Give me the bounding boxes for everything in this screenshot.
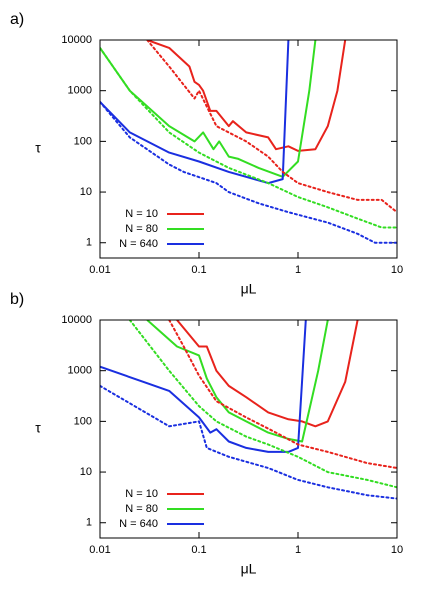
x-tick-label: 1 xyxy=(295,264,301,276)
y-axis-label: τ xyxy=(35,140,41,156)
y-axis-label: τ xyxy=(35,420,41,436)
x-tick-label: 10 xyxy=(391,544,403,556)
x-tick-label: 0.01 xyxy=(89,544,110,556)
x-tick-label: 0.01 xyxy=(89,264,110,276)
panel-label: a) xyxy=(10,11,24,28)
legend-label: N = 80 xyxy=(125,223,158,235)
y-tick-label: 10 xyxy=(80,466,92,478)
y-tick-label: 1 xyxy=(86,237,92,249)
legend-label: N = 80 xyxy=(125,503,158,515)
y-tick-label: 1 xyxy=(86,517,92,529)
legend: N = 10 N = 80 N = 640 xyxy=(119,208,204,250)
panel-label: b) xyxy=(10,291,24,308)
y-tick-label: 10000 xyxy=(61,34,92,46)
y-tick-label: 1000 xyxy=(68,85,92,97)
series-line xyxy=(100,40,290,185)
y-tick-label: 100 xyxy=(74,415,92,427)
dotted-line xyxy=(146,40,397,214)
legend-label: N = 10 xyxy=(125,488,158,500)
x-tick-label: 0.1 xyxy=(191,264,206,276)
x-tick-label: 10 xyxy=(391,264,403,276)
series-line xyxy=(100,40,317,178)
plot-frame xyxy=(99,319,398,539)
series-line xyxy=(146,40,347,152)
legend-label: N = 10 xyxy=(125,208,158,220)
legend-label: N = 640 xyxy=(119,238,158,250)
x-tick-label: 0.1 xyxy=(191,544,206,556)
dotted-line xyxy=(100,384,397,500)
legend: N = 10 N = 80 N = 640 xyxy=(119,488,204,530)
series-line xyxy=(176,320,359,428)
y-tick-label: 1000 xyxy=(68,365,92,377)
plot-lines xyxy=(100,320,397,500)
y-tick-label: 100 xyxy=(74,135,92,147)
dotted-line xyxy=(100,46,397,229)
series-line xyxy=(146,320,329,443)
x-tick-label: 1 xyxy=(295,544,301,556)
dotted-line xyxy=(128,320,397,489)
dotted-line xyxy=(100,100,397,244)
series-line xyxy=(100,320,307,453)
x-axis-label: μL xyxy=(241,561,257,577)
plot-lines xyxy=(100,40,397,244)
plot-frame xyxy=(99,39,398,259)
y-tick-label: 10 xyxy=(80,186,92,198)
y-tick-label: 10000 xyxy=(61,314,92,326)
x-axis-label: μL xyxy=(241,281,257,297)
legend-label: N = 640 xyxy=(119,518,158,530)
dotted-line xyxy=(168,320,397,469)
